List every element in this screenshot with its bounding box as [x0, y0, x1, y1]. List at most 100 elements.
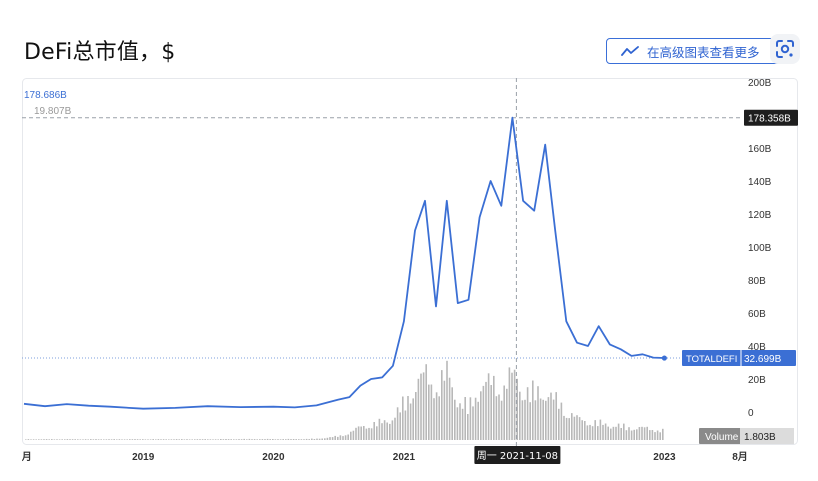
volume-bar: [147, 439, 149, 440]
volume-bar: [638, 427, 641, 440]
volume-bar: [584, 421, 586, 440]
volume-bar: [43, 439, 45, 440]
volume-bar: [532, 380, 534, 440]
volume-bar: [188, 439, 191, 440]
volume-bar: [368, 427, 370, 440]
volume-bar: [662, 428, 664, 440]
volume-bar: [610, 428, 612, 440]
volume-bar: [97, 439, 100, 440]
volume-bar: [243, 438, 245, 440]
google-lens-icon: [776, 40, 794, 58]
volume-bar: [168, 439, 170, 440]
volume-bar: [269, 439, 271, 440]
volume-bar: [350, 431, 352, 440]
crosshair-date-label: 周一 2021-11-08: [477, 450, 558, 462]
volume-bar: [474, 397, 477, 440]
volume-bar: [272, 439, 274, 440]
volume-bar: [32, 439, 35, 440]
volume-bar: [326, 437, 329, 440]
volume-bar: [490, 385, 492, 440]
advanced-chart-label: 在高级图表查看更多: [647, 44, 760, 60]
y-tick-label: 120B: [748, 210, 772, 221]
volume-bar: [503, 385, 505, 440]
volume-bar: [227, 439, 230, 440]
volume-bar: [394, 417, 396, 440]
volume-bar: [339, 435, 342, 440]
volume-bar: [617, 423, 620, 440]
volume-bar: [316, 438, 318, 440]
volume-bar: [524, 399, 526, 440]
volume-bar: [615, 426, 617, 440]
volume-bar: [92, 439, 95, 440]
volume-bar: [95, 439, 97, 440]
defi-market-cap-chart[interactable]: 200B 160B 140B 120B 100B 80B 60B 40B 20B 0 178.358…: [22, 78, 798, 470]
volume-bar: [139, 439, 141, 440]
volume-bar: [160, 439, 162, 440]
volume-bar: [196, 439, 199, 440]
volume-bar: [181, 439, 183, 440]
volume-bar: [589, 424, 591, 440]
volume-bar: [331, 437, 334, 440]
volume-bar: [428, 384, 430, 440]
volume-bar: [282, 439, 284, 440]
volume-bar: [173, 439, 175, 440]
volume-bar: [389, 423, 391, 440]
volume-bar: [430, 384, 433, 440]
volume-bar: [84, 439, 87, 440]
volume-bar: [529, 402, 531, 440]
volume-bar: [438, 396, 440, 440]
volume-bar: [537, 386, 539, 440]
volume-bar: [480, 391, 482, 440]
volume-bar: [623, 423, 625, 440]
volume-bar: [191, 439, 193, 440]
volume-bar: [121, 439, 123, 440]
volume-bar: [565, 417, 568, 440]
volume-bar: [469, 397, 472, 440]
volume-bar: [633, 429, 635, 440]
volume-bar: [103, 439, 105, 440]
volume-bar: [363, 426, 365, 440]
volume-bar: [498, 394, 500, 440]
lens-button[interactable]: [770, 34, 800, 64]
volume-bar: [526, 387, 529, 440]
volume-bar: [207, 439, 209, 440]
volume-bar: [357, 426, 360, 440]
volume-bar: [264, 439, 266, 440]
volume-bar: [162, 439, 165, 440]
volume-bar: [220, 439, 222, 440]
volume-bar: [412, 398, 414, 440]
volume-bar: [105, 439, 108, 440]
volume-bar: [659, 432, 661, 440]
volume-bar: [155, 439, 157, 440]
volume-bar: [373, 422, 375, 440]
volume-bar: [152, 439, 154, 440]
volume-bar: [396, 407, 399, 440]
volume-bar: [420, 373, 422, 440]
volume-bar: [51, 439, 53, 440]
info-label-change: 19.807B: [34, 106, 72, 117]
volume-bar: [519, 391, 521, 440]
volume-bar: [578, 417, 581, 440]
volume-bar: [516, 378, 518, 440]
volume-bar: [108, 439, 110, 440]
volume-bar: [560, 402, 563, 440]
volume-bar: [487, 373, 490, 440]
volume-bar: [415, 392, 417, 440]
plot-frame: [22, 78, 798, 445]
x-tick-label: 2023: [653, 452, 676, 463]
volume-bar: [30, 439, 32, 440]
volume-bar: [576, 415, 578, 440]
volume-bar: [53, 439, 56, 440]
advanced-chart-button[interactable]: 在高级图表查看更多: [606, 38, 790, 64]
volume-bar: [217, 439, 219, 440]
volume-bar: [558, 408, 560, 440]
volume-bar: [199, 439, 201, 440]
volume-bar: [298, 439, 300, 440]
volume-bar: [651, 430, 654, 440]
volume-bar: [467, 414, 469, 440]
chart-frame[interactable]: 200B 160B 140B 120B 100B 80B 60B 40B 20B 0 178.358…: [22, 78, 798, 470]
volume-bar: [261, 439, 264, 440]
volume-bar: [35, 439, 37, 440]
volume-bar: [246, 439, 248, 440]
volume-bar: [594, 420, 596, 440]
